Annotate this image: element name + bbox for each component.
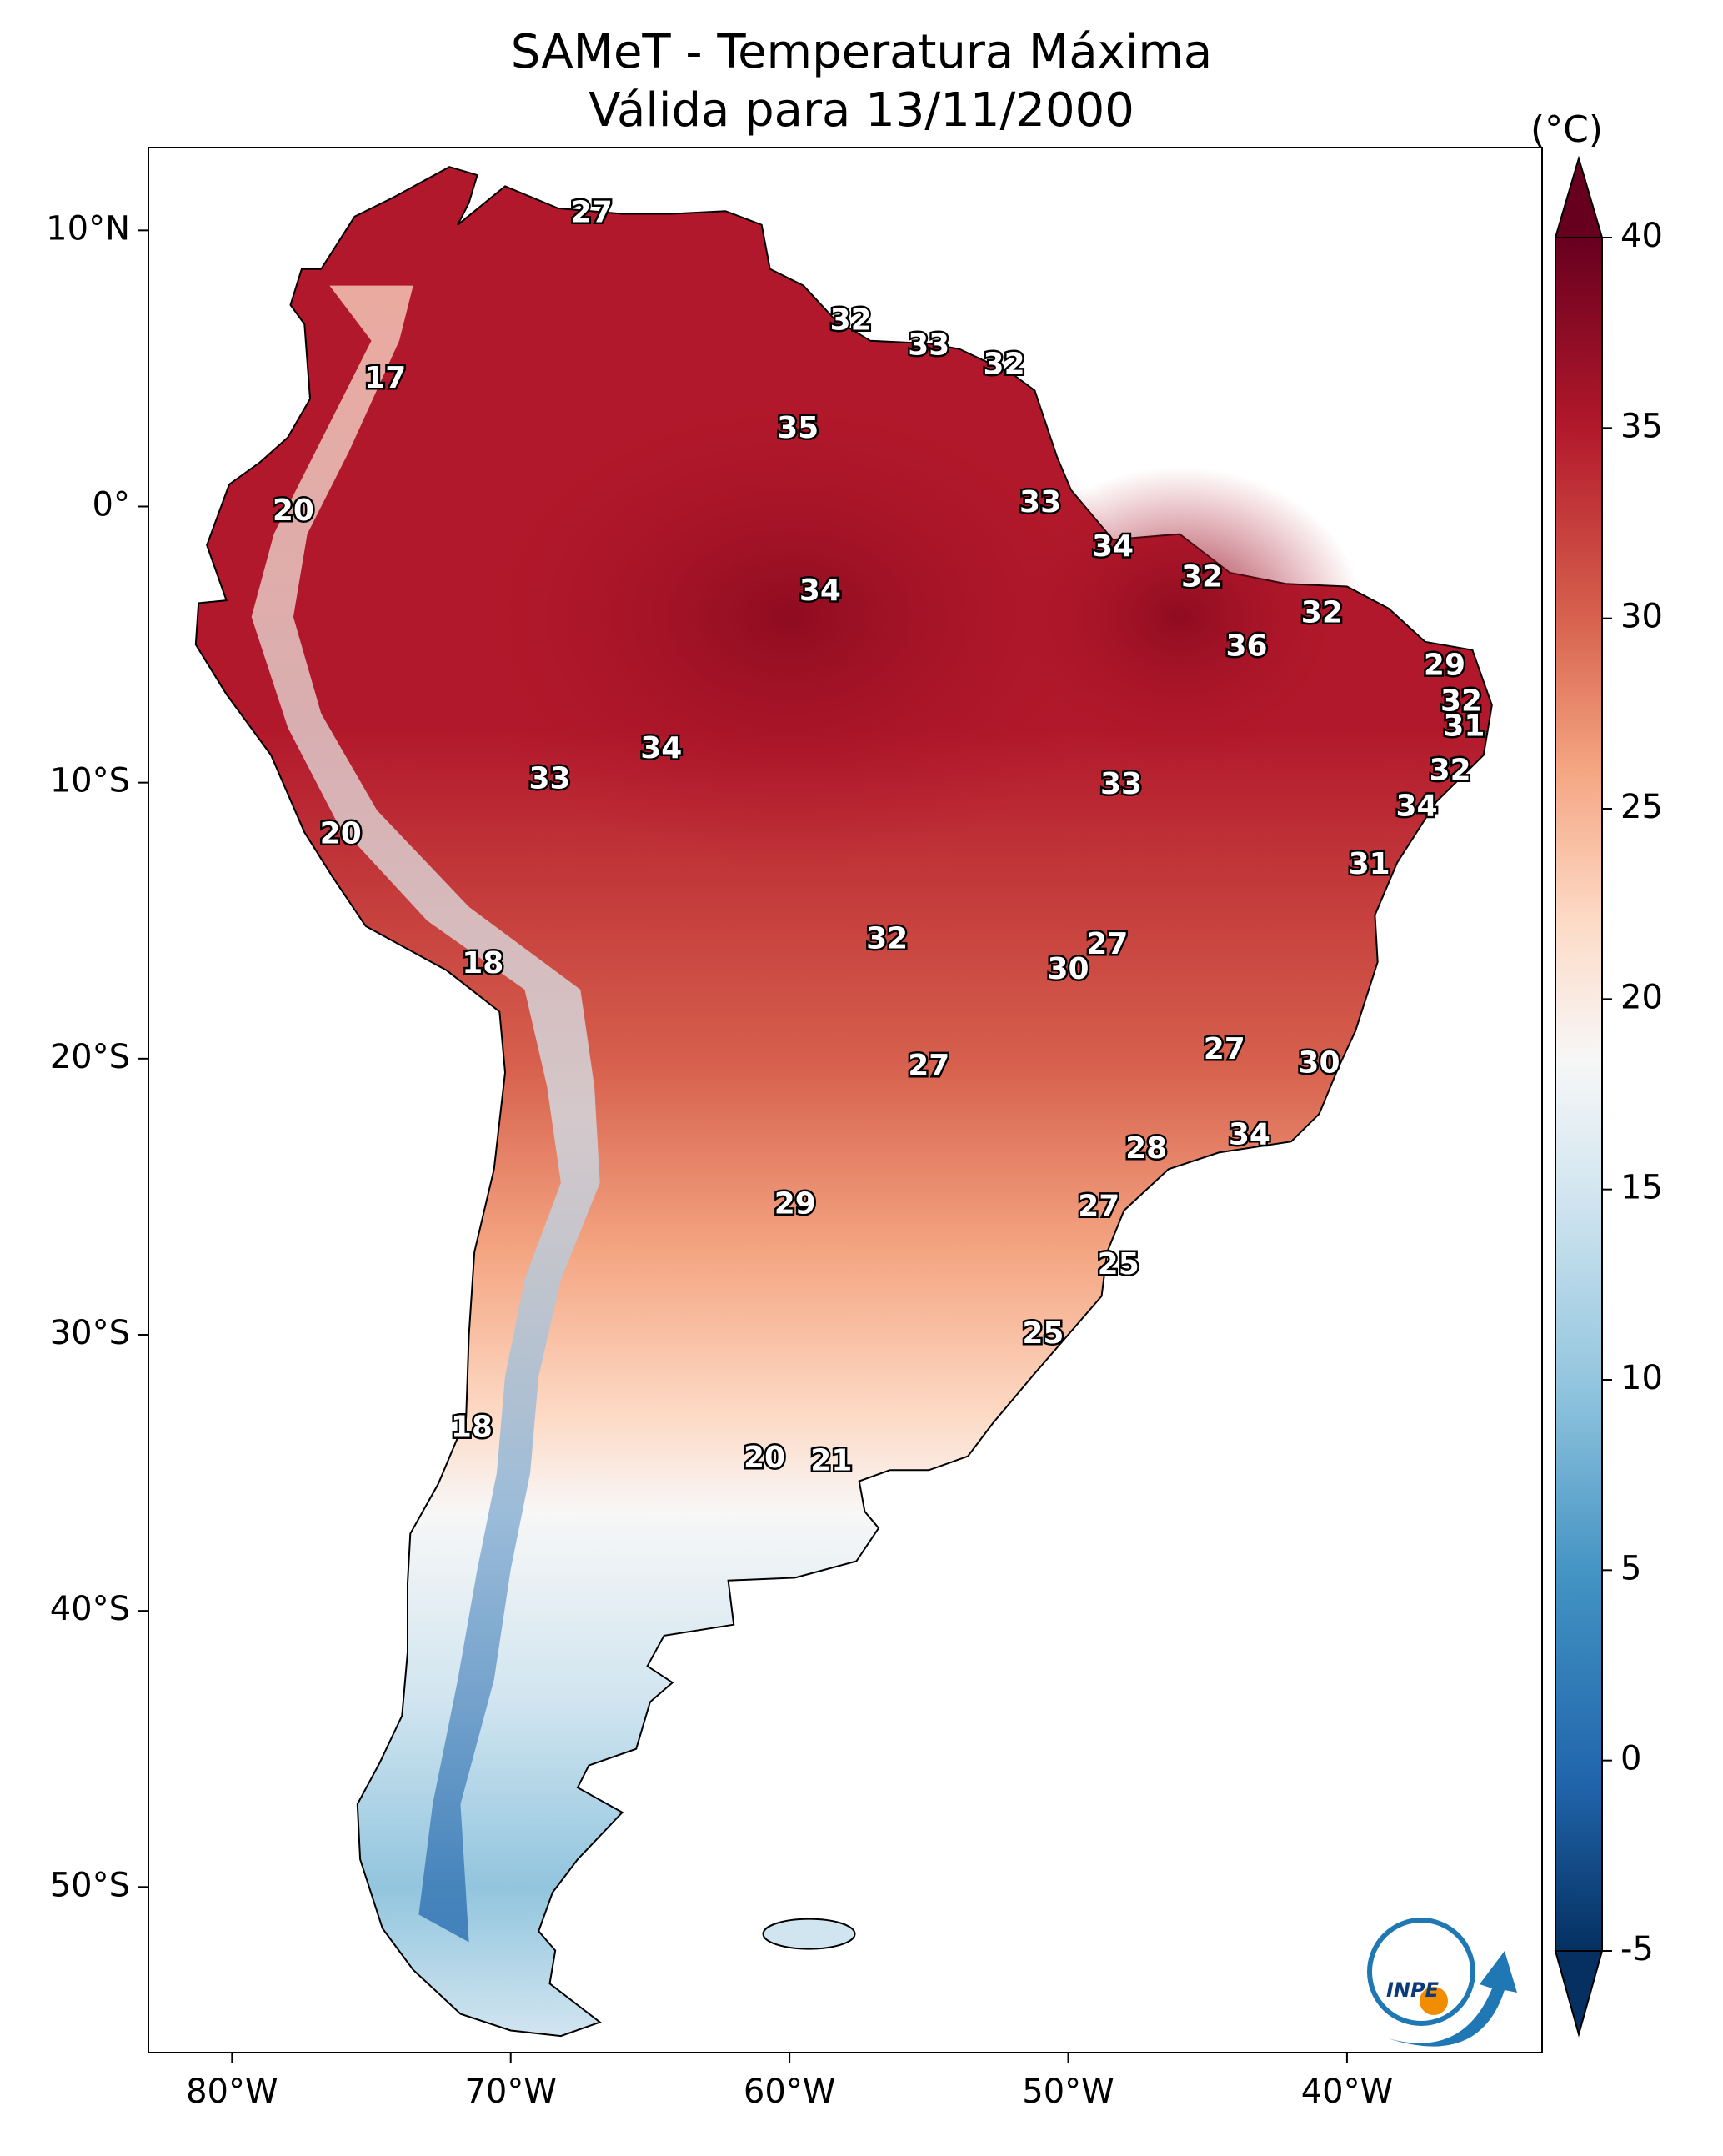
contour-label: 34 bbox=[640, 731, 682, 765]
contour-label: 27 bbox=[571, 195, 613, 229]
contour-label: 32 bbox=[866, 921, 908, 955]
contour-label: 32 bbox=[984, 348, 1025, 382]
contour-label: 32 bbox=[1440, 684, 1482, 719]
contour-label: 25 bbox=[1098, 1247, 1139, 1281]
inpe-logo: INPE bbox=[1367, 1918, 1517, 2047]
lon-tick-label: 50°W bbox=[1022, 2073, 1114, 2111]
contour-label: 32 bbox=[830, 303, 872, 338]
colorbar-tick-label: -5 bbox=[1620, 1930, 1654, 1968]
logo-orange-dot bbox=[1420, 1987, 1448, 2015]
contour-label: 27 bbox=[908, 1049, 949, 1083]
contour-label: 33 bbox=[1019, 485, 1061, 519]
contour-label: 17 bbox=[364, 361, 406, 395]
logo-text: INPE bbox=[1386, 1978, 1440, 2002]
contour-label: 33 bbox=[1100, 767, 1142, 801]
colorbar-min-arrow bbox=[1554, 1950, 1604, 2038]
lat-tick-label: 50°S bbox=[50, 1866, 130, 1904]
colorbar-unit: (°C) bbox=[1530, 108, 1604, 151]
contour-label: 34 bbox=[1229, 1118, 1270, 1152]
colorbar-tick-label: 10 bbox=[1620, 1359, 1663, 1397]
lat-tick-label: 10°S bbox=[50, 762, 130, 800]
colorbar-tick-label: 25 bbox=[1620, 788, 1663, 826]
andes-cool-region bbox=[251, 285, 600, 1943]
amazon-hot-region bbox=[439, 366, 1140, 867]
contour-label: 20 bbox=[320, 817, 362, 851]
contour-label: 21 bbox=[810, 1443, 852, 1477]
lon-tick-label: 80°W bbox=[186, 2073, 278, 2111]
colorbar-tick-label: 5 bbox=[1620, 1549, 1641, 1587]
lat-tick-label: 20°S bbox=[50, 1038, 130, 1076]
contour-label: 30 bbox=[1047, 952, 1089, 986]
map-title: SAMeT - Temperatura Máxima bbox=[510, 25, 1213, 79]
contour-label: 20 bbox=[744, 1441, 785, 1475]
contour-label: 35 bbox=[777, 411, 819, 445]
colorbar-max-arrow bbox=[1554, 155, 1604, 238]
contour-label: 30 bbox=[1298, 1045, 1340, 1080]
contour-label: 18 bbox=[462, 946, 503, 980]
contour-label: 29 bbox=[1424, 649, 1465, 683]
contour-label: 34 bbox=[799, 574, 841, 608]
contour-label: 27 bbox=[1204, 1032, 1245, 1066]
contour-label: 34 bbox=[1092, 529, 1134, 564]
lat-tick-label: 40°S bbox=[50, 1590, 130, 1628]
northeast-hot-region bbox=[996, 466, 1364, 767]
contour-label: 34 bbox=[1395, 789, 1437, 823]
map-subtitle: Válida para 13/11/2000 bbox=[589, 83, 1134, 138]
contour-label: 27 bbox=[1078, 1190, 1119, 1224]
contour-label: 33 bbox=[908, 328, 949, 362]
contour-label: 32 bbox=[1430, 753, 1471, 787]
logo-arrow bbox=[1388, 1951, 1517, 2047]
colorbar-gradient bbox=[1555, 237, 1603, 1952]
colorbar-tick-label: 40 bbox=[1620, 217, 1663, 255]
lat-tick-label: 10°N bbox=[46, 209, 130, 248]
lon-tick-label: 70°W bbox=[464, 2073, 556, 2111]
contour-label: 32 bbox=[1301, 596, 1343, 630]
colorbar-tick-label: 35 bbox=[1620, 407, 1663, 445]
lon-tick-label: 40°W bbox=[1301, 2073, 1393, 2111]
contour-label: 32 bbox=[1181, 560, 1223, 594]
lat-tick-label: 0° bbox=[93, 486, 130, 524]
colorbar-tick-label: 20 bbox=[1620, 978, 1663, 1016]
contour-label: 27 bbox=[1086, 927, 1128, 961]
logo-ring bbox=[1367, 1918, 1475, 2026]
lat-tick-label: 30°S bbox=[50, 1314, 130, 1352]
colorbar-tick-label: 30 bbox=[1620, 598, 1663, 636]
colorbar-tick-label: 0 bbox=[1620, 1740, 1641, 1778]
contour-label: 20 bbox=[273, 494, 314, 528]
contour-label: 33 bbox=[528, 761, 570, 795]
contour-label: 18 bbox=[451, 1411, 493, 1445]
colorbar-tick-label: 15 bbox=[1620, 1169, 1663, 1207]
colorbar: 40 35 30 25 20 15 10 5 0 -5 bbox=[1554, 155, 1663, 2038]
contour-label: 28 bbox=[1125, 1131, 1167, 1166]
contour-label: 31 bbox=[1443, 709, 1485, 743]
contour-label: 36 bbox=[1225, 629, 1267, 663]
colorbar-ticks: 40 35 30 25 20 15 10 5 0 -5 bbox=[1602, 217, 1663, 1968]
falkland-islands bbox=[762, 1918, 856, 1950]
contour-label: 25 bbox=[1022, 1316, 1064, 1351]
contour-label: 29 bbox=[774, 1186, 816, 1221]
contour-label: 31 bbox=[1349, 847, 1390, 881]
map-axes: 80°W 70°W 60°W 50°W 40°W 10°N 0° 10°S 20°S 30°S 40… bbox=[46, 209, 1393, 2111]
lon-tick-label: 60°W bbox=[744, 2073, 835, 2111]
south-america-land bbox=[194, 166, 1493, 2038]
